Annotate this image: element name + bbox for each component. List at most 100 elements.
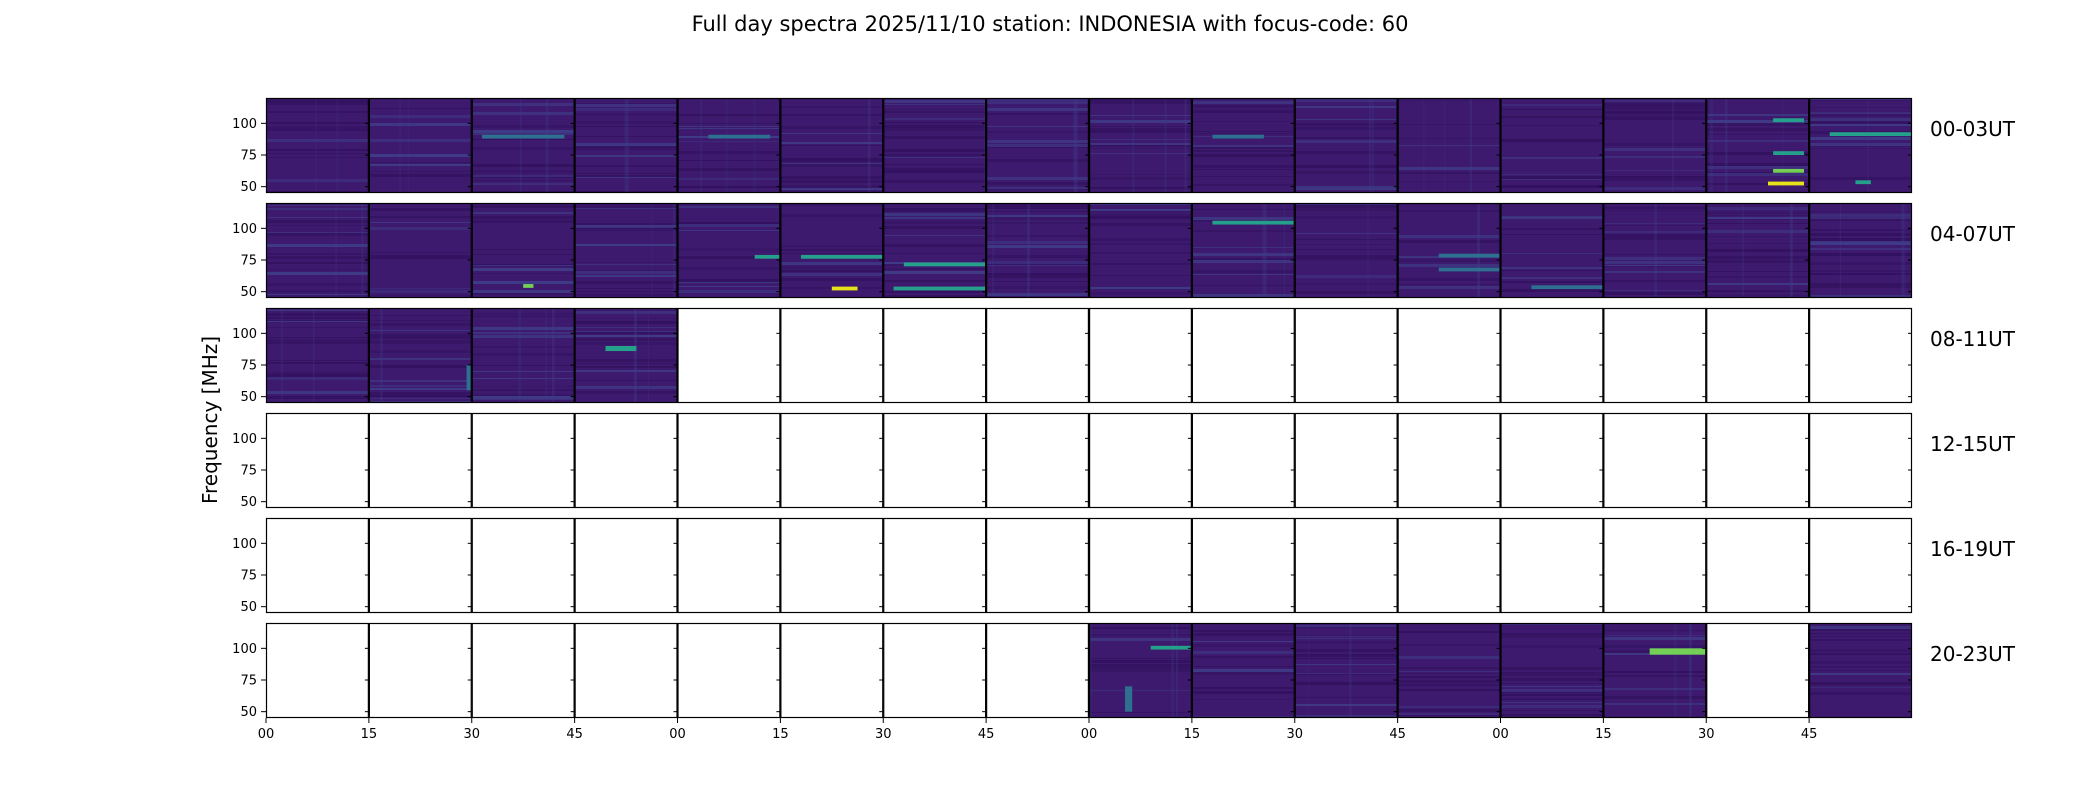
spectrum-panel [1397, 412, 1501, 509]
panel-frame [1706, 97, 1810, 194]
spectra-row: 50 75 100 16-19UT [232, 517, 2016, 615]
panel-frame [677, 412, 781, 509]
spectrum-fill [1809, 203, 1912, 298]
spectrum-panel [1603, 202, 1707, 299]
spectrum-fill [1706, 98, 1810, 193]
spectrum-panel [1397, 97, 1501, 194]
spectral-burst [1773, 168, 1804, 173]
spectrum-panel [1500, 622, 1604, 719]
x-tick-label: 15 [772, 727, 789, 742]
panel-frame [1397, 412, 1501, 509]
x-tick-label: 15 [1595, 727, 1612, 742]
spectra-row: 50 75 100 04-07UT [232, 202, 2016, 300]
spectrum-panel [1088, 622, 1192, 719]
panel-frame [265, 202, 369, 299]
panel-frame [1191, 307, 1295, 404]
spectrum-panel [1603, 97, 1707, 194]
spectrum-panel [265, 307, 369, 404]
spectrum-fill [266, 203, 369, 298]
panel-frame [986, 622, 1090, 719]
y-tick-label: 100 [232, 327, 257, 342]
spectrum-panel [677, 97, 781, 194]
spectrum-panel [986, 412, 1090, 509]
panel-frame [1294, 517, 1398, 614]
x-tick-label: 30 [875, 727, 892, 742]
panel-frame [1294, 412, 1398, 509]
x-tick-label: 00 [1492, 727, 1509, 742]
panel-frame [1397, 97, 1501, 194]
panel-frame [574, 517, 678, 614]
row-label: 12-15UT [1930, 432, 2016, 456]
panel-frame [1397, 517, 1501, 614]
spectrum-panel [1603, 412, 1707, 509]
panel-frame [986, 307, 1090, 404]
panel-frame [265, 307, 369, 404]
panel-frame [368, 517, 472, 614]
chart-title: Full day spectra 2025/11/10 station: IND… [691, 12, 1409, 36]
panel-frame [780, 517, 884, 614]
row-label: 08-11UT [1930, 327, 2016, 351]
panel-frame [471, 307, 575, 404]
spectrum-panel [986, 517, 1090, 614]
spectrum-panel [1706, 622, 1810, 719]
panel-frame [1294, 202, 1398, 299]
spectrum-fill [471, 308, 575, 403]
panel-frame [1809, 517, 1913, 614]
spectrum-panel [1397, 307, 1501, 404]
spectrum-fill [1294, 203, 1398, 298]
spectrum-fill [1294, 623, 1398, 718]
spectral-burst [1212, 134, 1264, 139]
x-tick-label: 30 [1286, 727, 1303, 742]
spectrum-panel [1809, 517, 1913, 614]
spectrum-panel [677, 517, 781, 614]
panel-frame [574, 97, 678, 194]
panel-frame [780, 97, 884, 194]
panel-frame [1397, 202, 1501, 299]
spectrum-panel [986, 202, 1090, 299]
y-tick-label: 75 [240, 149, 257, 164]
spectral-burst [1773, 118, 1804, 123]
x-tick-label: 45 [1801, 727, 1818, 742]
panel-frame [1088, 307, 1192, 404]
panel-frame [368, 97, 472, 194]
spectrum-panel [780, 307, 884, 404]
panel-frame [1088, 412, 1192, 509]
spectrum-panel [1088, 307, 1192, 404]
panel-frame [265, 412, 369, 509]
spectrum-panel [1294, 412, 1398, 509]
panel-frame [471, 412, 575, 509]
panel-frame [1500, 517, 1604, 614]
spectrum-panel [265, 412, 369, 509]
panel-frame [1706, 412, 1810, 509]
spectrum-panel [1500, 97, 1604, 194]
spectrum-fill [883, 98, 987, 193]
spectral-burst [831, 286, 858, 291]
spectral-burst [1773, 151, 1804, 155]
spectrum-fill [1397, 623, 1501, 718]
panel-frame [883, 622, 987, 719]
y-tick-label: 100 [232, 222, 257, 237]
spectral-burst [482, 134, 565, 139]
panel-frame [471, 202, 575, 299]
spectral-burst [903, 262, 987, 267]
row-label: 16-19UT [1930, 537, 2016, 561]
spectrum-panel [574, 412, 678, 509]
spectrum-panel [471, 307, 575, 404]
spectral-burst [605, 346, 637, 352]
x-tick-label: 30 [463, 727, 480, 742]
spectrum-panel [368, 202, 472, 299]
spectrum-fill [368, 203, 472, 298]
spectrum-panel [1294, 97, 1398, 194]
panel-frame [1706, 622, 1810, 719]
panel-frame [883, 202, 987, 299]
panel-frame [1603, 517, 1707, 614]
spectra-row: 50 75 100 20-23UT [232, 622, 2016, 720]
panel-frame [1191, 412, 1295, 509]
panel-frame [1397, 307, 1501, 404]
panel-frame [883, 412, 987, 509]
panel-frame [1706, 307, 1810, 404]
panel-frame [677, 307, 781, 404]
spectrum-panel [471, 622, 575, 719]
spectrum-fill [986, 203, 1089, 298]
